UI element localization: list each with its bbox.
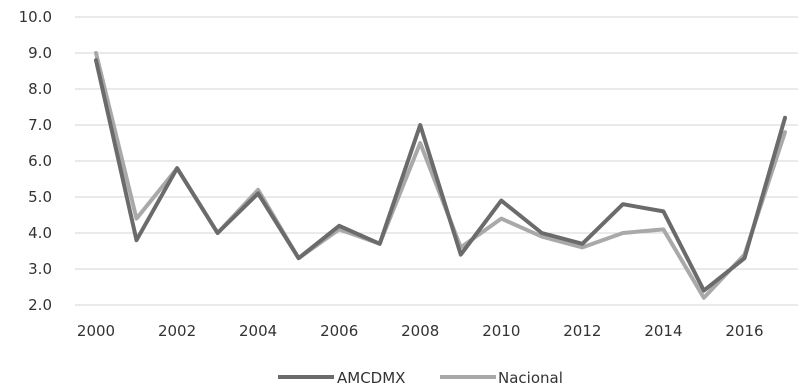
series-lines xyxy=(94,51,787,300)
y-tick-label: 4.0 xyxy=(28,224,52,242)
series-line-nacional xyxy=(94,51,787,300)
legend-label-nacional: Nacional xyxy=(498,369,563,387)
legend-label-amcdmx: AMCDMX xyxy=(337,369,405,387)
y-tick-label: 5.0 xyxy=(28,188,52,206)
y-tick-label: 2.0 xyxy=(28,296,52,314)
y-axis-ticks: 2.0 3.0 4.0 5.0 6.0 7.0 8.0 9.0 10.0 xyxy=(19,8,52,314)
x-axis-ticks: 2000 2002 2004 2006 2008 2010 2012 2014 2016 xyxy=(77,322,764,340)
x-tick-label: 2012 xyxy=(563,322,601,340)
x-tick-label: 2006 xyxy=(320,322,358,340)
x-tick-label: 2004 xyxy=(239,322,277,340)
x-tick-label: 2000 xyxy=(77,322,115,340)
y-tick-label: 9.0 xyxy=(28,44,52,62)
y-tick-label: 10.0 xyxy=(19,8,52,26)
x-tick-label: 2014 xyxy=(644,322,682,340)
y-tick-label: 7.0 xyxy=(28,116,52,134)
x-tick-label: 2002 xyxy=(158,322,196,340)
legend: AMCDMX Nacional xyxy=(278,369,563,387)
x-tick-label: 2016 xyxy=(725,322,763,340)
y-tick-label: 6.0 xyxy=(28,152,52,170)
y-tick-label: 8.0 xyxy=(28,80,52,98)
x-tick-label: 2008 xyxy=(401,322,439,340)
y-tick-label: 3.0 xyxy=(28,260,52,278)
series-line-amcdmx xyxy=(94,58,787,293)
x-tick-label: 2010 xyxy=(482,322,520,340)
